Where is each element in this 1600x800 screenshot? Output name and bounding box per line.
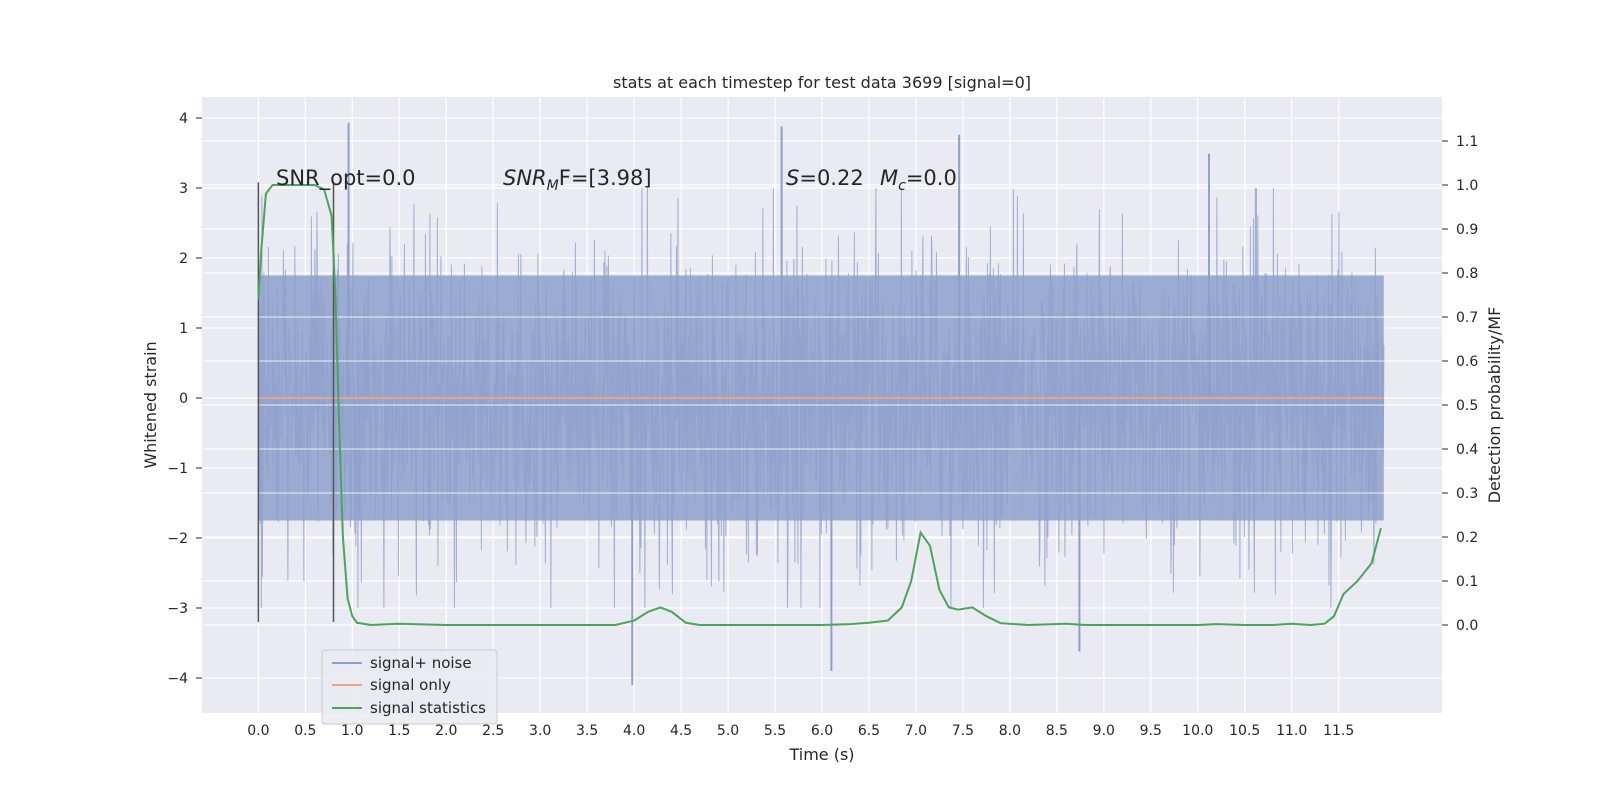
y-right-tick-label-8: 0.8 (1456, 266, 1478, 282)
mc-sub: c (898, 178, 906, 194)
x-tick-label-15: 7.5 (952, 723, 974, 739)
y-right-tick-label-9: 0.9 (1456, 222, 1478, 238)
y-left-tick-label-0: −4 (167, 671, 188, 687)
chart-title: stats at each timestep for test data 369… (613, 73, 1031, 92)
annotations: SNR_opt=0.0 SNRMF=[3.98] S=0.22 Mc=0.0 (276, 166, 957, 194)
s-symbol: S (786, 166, 799, 190)
x-tick-label-20: 10.0 (1182, 723, 1213, 739)
snr-mf-tail: F=[3.98] (559, 166, 652, 190)
mc-tail: =0.0 (906, 166, 957, 190)
legend-label-signal-statistics: signal statistics (370, 699, 486, 717)
x-tick-label-1: 0.5 (294, 723, 316, 739)
annotation-mc: Mc=0.0 (880, 166, 957, 194)
s-value: =0.22 (799, 166, 863, 190)
x-tick-label-8: 4.0 (623, 723, 645, 739)
x-tick-label-0: 0.0 (247, 723, 269, 739)
annotation-snr-mf: SNRMF=[3.98] (503, 166, 652, 194)
x-tick-label-6: 3.0 (529, 723, 551, 739)
x-tick-label-11: 5.5 (764, 723, 786, 739)
legend: signal+ noise signal only signal statist… (321, 649, 498, 725)
x-tick-label-12: 6.0 (811, 723, 833, 739)
x-tick-label-7: 3.5 (576, 723, 598, 739)
y-right-tick-label-3: 0.3 (1456, 486, 1478, 502)
x-tick-label-21: 10.5 (1229, 723, 1260, 739)
legend-label-signal-noise: signal+ noise (370, 654, 472, 672)
y-right-tick-label-5: 0.5 (1456, 398, 1478, 414)
x-tick-label-5: 2.5 (482, 723, 504, 739)
snr-mf-base: SNR (503, 166, 547, 190)
y-left-tick-label-2: −2 (167, 531, 188, 547)
y-left-tick-label-1: −3 (167, 601, 188, 617)
y-axis-label-left: Whitened strain (141, 341, 160, 468)
y-right-tick-label-6: 0.6 (1456, 354, 1478, 370)
y-left-tick-label-4: 0 (179, 391, 188, 407)
x-tick-label-2: 1.0 (341, 723, 363, 739)
x-tick-label-22: 11.0 (1276, 723, 1307, 739)
x-tick-label-23: 11.5 (1323, 723, 1354, 739)
x-tick-label-19: 9.5 (1140, 723, 1162, 739)
y-left-tick-label-7: 3 (179, 181, 188, 197)
annotation-snr-opt: SNR_opt=0.0 (276, 166, 416, 191)
signal-statistics-line (257, 184, 1382, 627)
legend-box (321, 649, 498, 725)
snr-mf-sub: M (547, 178, 559, 194)
y-right-tick-label-10: 1.0 (1456, 178, 1478, 194)
x-tick-label-9: 4.5 (670, 723, 692, 739)
y-right-tick-label-2: 0.2 (1456, 530, 1478, 546)
tick-labels: 0.0 0.5 1.0 1.5 2.0 2.5 3.0 3.5 4.0 4.5 5.0 5.5 6.0 6… (167, 111, 1478, 739)
y-left-tick-label-8: 4 (179, 111, 188, 127)
x-tick-label-10: 5.0 (717, 723, 739, 739)
x-tick-label-14: 7.0 (905, 723, 927, 739)
y-left-tick-label-3: −1 (167, 461, 188, 477)
x-axis-label: Time (s) (788, 745, 854, 764)
annotation-s: S=0.22 (786, 166, 864, 190)
x-tick-label-13: 6.5 (858, 723, 880, 739)
x-tick-label-16: 8.0 (999, 723, 1021, 739)
y-right-tick-label-7: 0.7 (1456, 310, 1478, 326)
x-tick-label-4: 2.0 (435, 723, 457, 739)
y-right-tick-label-0: 0.0 (1456, 618, 1478, 634)
x-tick-label-17: 8.5 (1046, 723, 1068, 739)
y-left-tick-label-6: 2 (179, 251, 188, 267)
y-axis-label-right: Detection probability/MF (1485, 307, 1504, 504)
mc-base: M (880, 166, 898, 190)
x-tick-label-3: 1.5 (388, 723, 410, 739)
y-left-tick-label-5: 1 (179, 321, 188, 337)
y-right-tick-label-1: 0.1 (1456, 574, 1478, 590)
y-right-tick-label-4: 0.4 (1456, 442, 1478, 458)
x-tick-label-18: 9.0 (1093, 723, 1115, 739)
y-right-tick-label-11: 1.1 (1456, 134, 1478, 150)
series-lines (257, 182, 1384, 627)
legend-label-signal-only: signal only (370, 676, 451, 694)
